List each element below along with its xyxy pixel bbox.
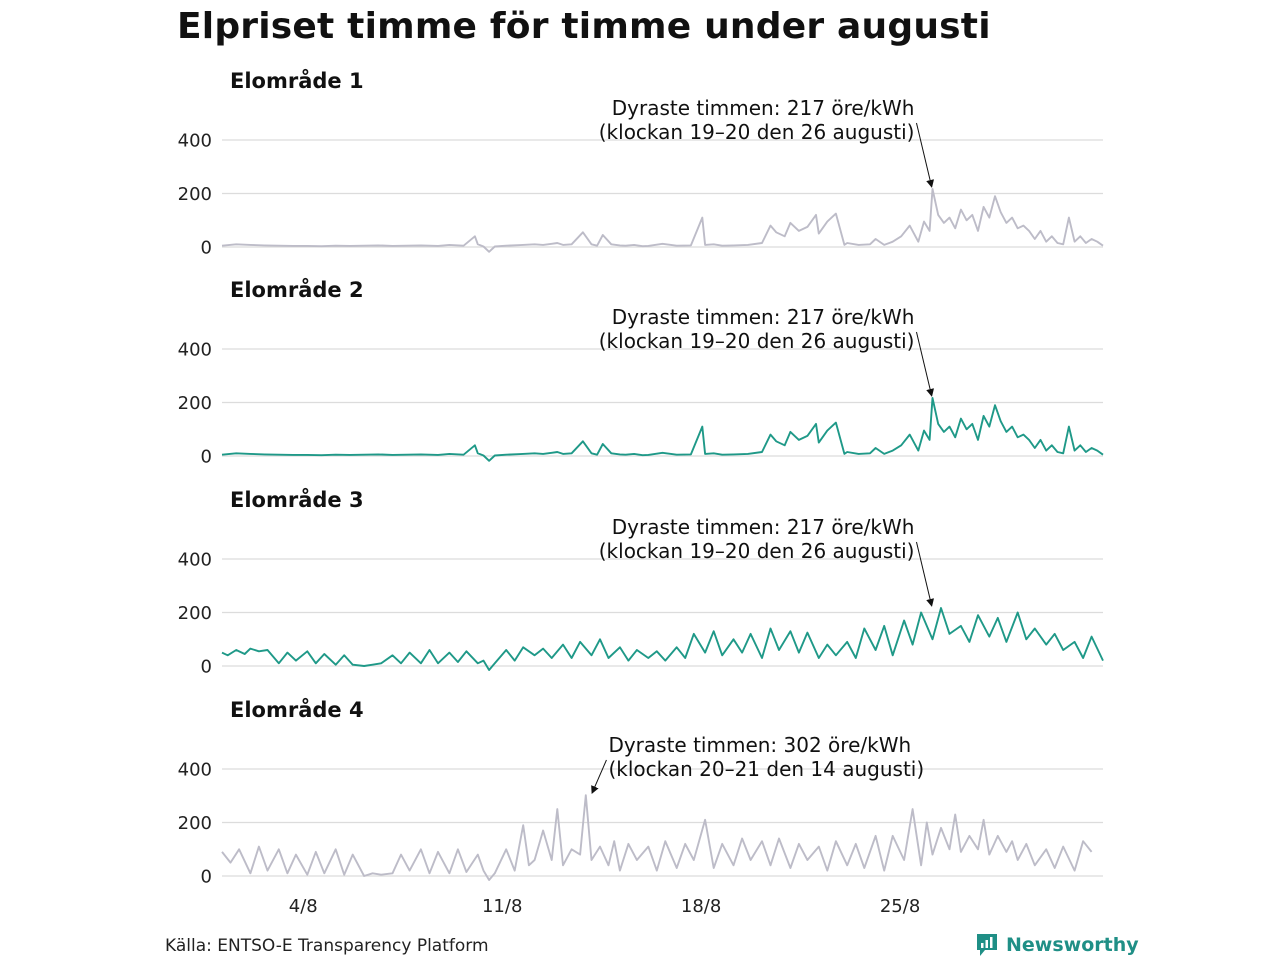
- x-tick-label-11/8: 11/8: [482, 896, 522, 917]
- panel-title-2: Elområde 2: [230, 277, 364, 302]
- newsworthy-logo-icon: [977, 934, 997, 956]
- panel-title-3: Elområde 3: [230, 487, 364, 512]
- y-tick-label-2-400: 400: [178, 340, 212, 361]
- y-tick-label-3-400: 400: [178, 550, 212, 571]
- annotation-line2-1: (klockan 19–20 den 26 augusti): [599, 120, 915, 144]
- x-tick-label-18/8: 18/8: [681, 896, 721, 917]
- newsworthy-logo-text: Newsworthy: [1006, 934, 1139, 956]
- page-title: Elpriset timme för timme under augusti: [177, 6, 991, 47]
- annotation-line2-4: (klockan 20–21 den 14 augusti): [608, 757, 924, 781]
- y-tick-label-3-200: 200: [178, 603, 212, 624]
- annotation-arrow-2: [915, 331, 934, 397]
- y-tick-label-2-0: 0: [201, 447, 212, 468]
- x-tick-label-25/8: 25/8: [880, 896, 920, 917]
- panel-title-1: Elområde 1: [230, 68, 364, 93]
- x-tick-label-4/8: 4/8: [289, 896, 318, 917]
- annotation-arrow-3: [915, 541, 934, 607]
- y-tick-label-2-200: 200: [178, 393, 212, 414]
- annotation-line1-4: Dyraste timmen: 302 öre/kWh: [608, 733, 911, 757]
- series-line-4: [221, 794, 1093, 881]
- source-note: Källa: ENTSO-E Transparency Platform: [165, 936, 489, 956]
- y-tick-label-1-400: 400: [178, 131, 212, 152]
- annotation-arrow-4: [591, 759, 607, 795]
- newsworthy-logo: Newsworthy: [975, 932, 1139, 958]
- y-tick-label-4-0: 0: [201, 867, 212, 888]
- annotation-line2-3: (klockan 19–20 den 26 augusti): [599, 539, 915, 563]
- y-tick-label-3-0: 0: [201, 657, 212, 678]
- panel-title-4: Elområde 4: [230, 697, 364, 722]
- y-tick-label-4-200: 200: [178, 813, 212, 834]
- annotation-line2-2: (klockan 19–20 den 26 augusti): [599, 329, 915, 353]
- annotation-line1-2: Dyraste timmen: 217 öre/kWh: [612, 305, 915, 329]
- annotation-line1-1: Dyraste timmen: 217 öre/kWh: [612, 96, 915, 120]
- y-tick-label-1-0: 0: [201, 238, 212, 259]
- series-line-1: [221, 188, 1104, 253]
- y-tick-label-1-200: 200: [178, 184, 212, 205]
- y-tick-label-4-400: 400: [178, 760, 212, 781]
- series-line-2: [221, 397, 1104, 462]
- annotation-arrow-1: [915, 122, 934, 188]
- annotation-line1-3: Dyraste timmen: 217 öre/kWh: [612, 515, 915, 539]
- series-line-3: [221, 607, 1104, 671]
